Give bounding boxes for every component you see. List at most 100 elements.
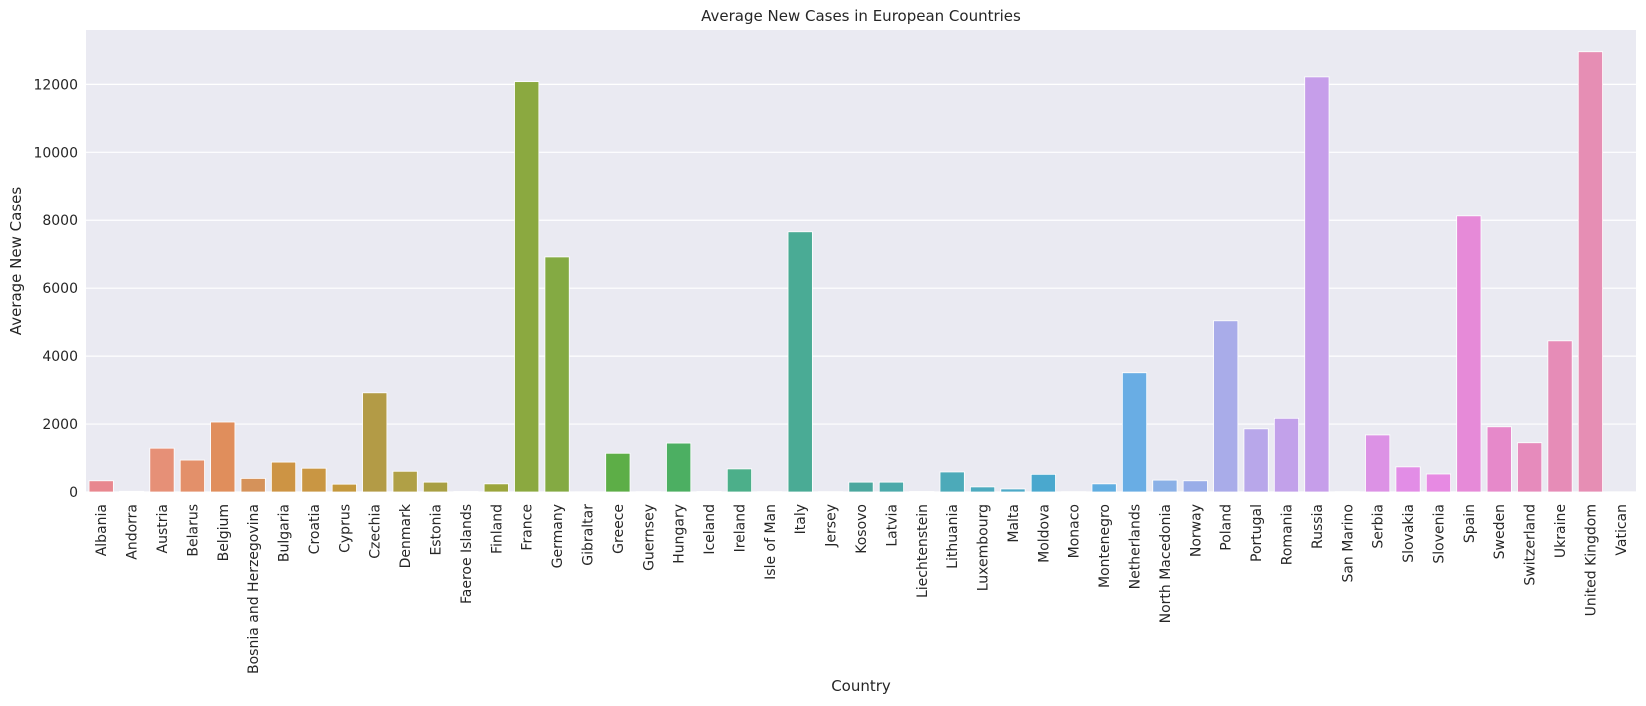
x-tick-label: Monaco bbox=[1067, 504, 1083, 558]
x-tick-label: Austria bbox=[155, 504, 171, 553]
x-tick-label: Norway bbox=[1188, 504, 1204, 557]
bar bbox=[1578, 52, 1602, 492]
x-tick-label: San Marino bbox=[1340, 504, 1356, 583]
bar bbox=[454, 491, 478, 492]
bar bbox=[1457, 216, 1481, 492]
bar bbox=[1092, 484, 1116, 492]
bar bbox=[1366, 435, 1390, 492]
bar bbox=[363, 393, 387, 492]
bar bbox=[1244, 429, 1268, 492]
y-tick-label: 2000 bbox=[42, 417, 78, 433]
x-tick-label: Slovenia bbox=[1431, 504, 1447, 564]
x-tick-label: Vatican bbox=[1614, 504, 1630, 556]
bar bbox=[545, 257, 569, 492]
bar bbox=[1274, 418, 1298, 492]
bar bbox=[727, 469, 751, 492]
chart-title: Average New Cases in European Countries bbox=[701, 7, 1021, 25]
x-axis-label: Country bbox=[831, 677, 891, 695]
bar bbox=[271, 462, 295, 492]
x-tick-label: Hungary bbox=[672, 504, 688, 564]
x-tick-label: Netherlands bbox=[1128, 504, 1144, 589]
x-tick-labels: Albania Andorra Austria Belarus Belgium Bosni… bbox=[94, 503, 1630, 674]
bar bbox=[666, 443, 690, 492]
x-tick-label: Iceland bbox=[702, 504, 718, 555]
x-tick-label: Switzerland bbox=[1523, 504, 1539, 586]
x-tick-label: Latvia bbox=[884, 504, 900, 547]
bar bbox=[393, 471, 417, 492]
bar bbox=[910, 491, 934, 492]
x-tick-label: Germany bbox=[550, 504, 566, 568]
x-tick-label: Ukraine bbox=[1553, 504, 1569, 558]
plot-area bbox=[86, 30, 1636, 492]
x-tick-label: Bosnia and Herzegovina bbox=[246, 504, 262, 674]
y-tick-label: 8000 bbox=[42, 213, 78, 229]
x-tick-label: Andorra bbox=[125, 504, 141, 560]
bar bbox=[1001, 489, 1025, 492]
x-tick-label: Liechtenstein bbox=[915, 504, 931, 598]
bar bbox=[697, 491, 721, 492]
x-tick-label: Guernsey bbox=[641, 504, 657, 571]
bar bbox=[119, 491, 143, 492]
x-tick-label: Lithuania bbox=[945, 504, 961, 569]
bar bbox=[484, 484, 508, 492]
x-tick-label: Finland bbox=[489, 504, 505, 554]
bar bbox=[1183, 481, 1207, 492]
bar bbox=[940, 472, 964, 492]
x-tick-label: Romania bbox=[1279, 504, 1295, 565]
bar bbox=[1487, 427, 1511, 492]
x-tick-label: Portugal bbox=[1249, 504, 1265, 562]
x-tick-label: Kosovo bbox=[854, 504, 870, 554]
bar bbox=[515, 82, 539, 492]
bar bbox=[89, 481, 113, 492]
bar bbox=[970, 487, 994, 492]
x-tick-label: Poland bbox=[1219, 504, 1235, 551]
x-tick-label: Cyprus bbox=[337, 504, 353, 553]
bar bbox=[1031, 474, 1055, 492]
bar bbox=[788, 232, 812, 492]
bar bbox=[1153, 480, 1177, 492]
x-tick-label: Malta bbox=[1006, 504, 1022, 543]
bar bbox=[1122, 373, 1146, 492]
bar bbox=[1548, 341, 1572, 492]
bar bbox=[241, 478, 265, 492]
x-tick-label: Gibraltar bbox=[580, 504, 596, 566]
x-tick-label: Slovakia bbox=[1401, 504, 1417, 563]
x-tick-label: Bulgaria bbox=[277, 504, 293, 562]
x-tick-label: Serbia bbox=[1371, 504, 1387, 549]
x-tick-label: Albania bbox=[94, 504, 110, 556]
x-tick-label: United Kingdom bbox=[1583, 504, 1599, 616]
y-axis-label: Average New Cases bbox=[7, 187, 25, 336]
x-tick-label: Denmark bbox=[398, 503, 414, 568]
x-tick-label: Faeroe Islands bbox=[459, 504, 475, 604]
bar bbox=[1305, 77, 1329, 492]
y-tick-label: 6000 bbox=[42, 281, 78, 297]
x-tick-label: Spain bbox=[1462, 504, 1478, 543]
x-tick-label: Estonia bbox=[429, 504, 445, 556]
x-tick-label: Moldova bbox=[1036, 504, 1052, 563]
x-tick-label: Italy bbox=[793, 504, 809, 534]
bar bbox=[1426, 474, 1450, 492]
x-tick-label: Isle of Man bbox=[763, 504, 779, 580]
bar bbox=[180, 460, 204, 492]
x-tick-label: France bbox=[520, 504, 536, 551]
x-tick-label: Czechia bbox=[368, 504, 384, 559]
y-tick-label: 10000 bbox=[33, 145, 78, 161]
x-tick-label: North Macedonia bbox=[1158, 504, 1174, 623]
bar bbox=[150, 448, 174, 492]
bar bbox=[332, 484, 356, 492]
x-tick-label: Luxembourg bbox=[976, 504, 992, 591]
x-tick-label: Belarus bbox=[185, 504, 201, 557]
bar bbox=[606, 453, 630, 492]
x-tick-label: Croatia bbox=[307, 504, 323, 554]
bar bbox=[423, 482, 447, 492]
bar bbox=[1517, 443, 1541, 492]
bar bbox=[1396, 467, 1420, 492]
y-tick-label: 12000 bbox=[33, 77, 78, 93]
y-tick-label: 0 bbox=[69, 485, 78, 501]
bar bbox=[1214, 321, 1238, 492]
bar bbox=[849, 482, 873, 492]
x-tick-label: Belgium bbox=[216, 504, 232, 561]
x-tick-label: Sweden bbox=[1492, 504, 1508, 559]
